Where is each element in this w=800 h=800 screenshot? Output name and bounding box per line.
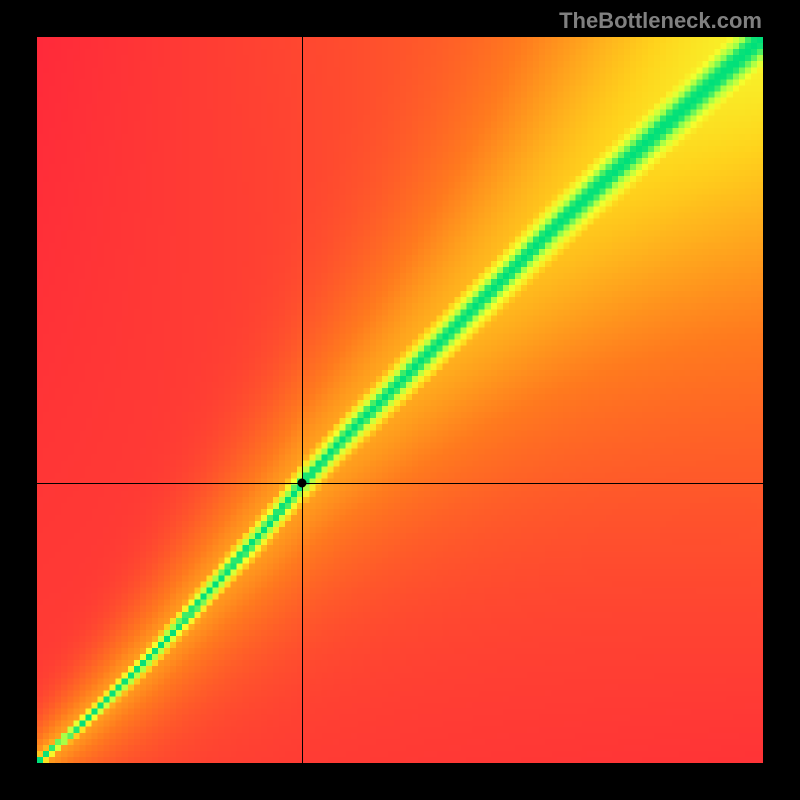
bottleneck-heatmap xyxy=(37,37,763,763)
crosshair-horizontal xyxy=(37,483,763,484)
crosshair-vertical xyxy=(302,37,303,763)
plot-area xyxy=(37,37,763,763)
crosshair-marker xyxy=(297,479,306,488)
watermark-text: TheBottleneck.com xyxy=(559,8,762,34)
